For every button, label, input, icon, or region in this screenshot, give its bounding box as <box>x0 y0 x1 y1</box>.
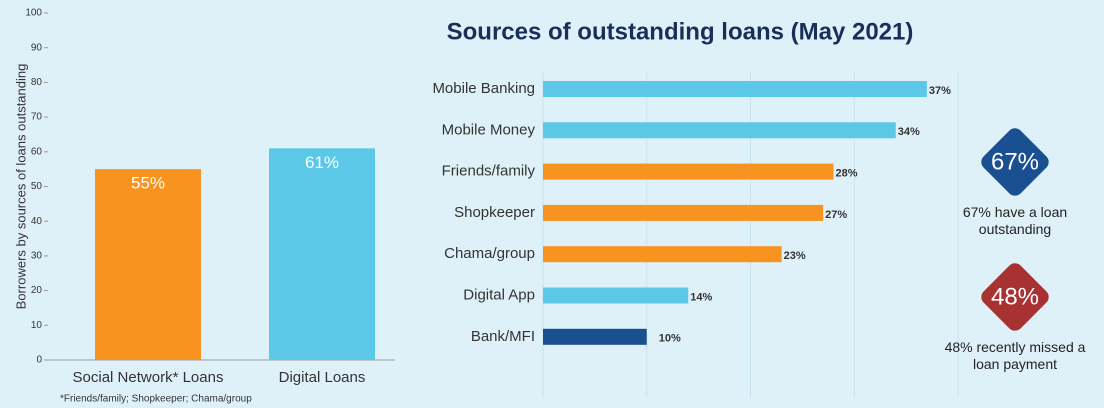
bar <box>543 287 689 304</box>
y-tick-label: 0 <box>36 355 42 366</box>
y-tick-label: 30 <box>31 251 43 262</box>
bar <box>543 163 834 180</box>
bar <box>543 246 782 263</box>
badge-diamond <box>981 263 1049 331</box>
bar <box>95 169 201 360</box>
y-tick-label: 60 <box>31 146 43 157</box>
bar <box>543 328 647 345</box>
value-label: 37% <box>929 85 951 97</box>
y-tick-label: 80 <box>31 77 43 88</box>
y-tick-label: Bank/MFI <box>471 328 535 345</box>
value-label: 27% <box>825 209 847 221</box>
x-tick-label: Digital Loans <box>279 369 366 386</box>
value-label: 61% <box>305 153 339 172</box>
callout-caption: 48% recently missed a loan payment <box>944 339 1086 372</box>
y-tick-label: Digital App <box>463 286 535 303</box>
callout-caption: 67% have a loan outstanding <box>962 204 1068 237</box>
y-tick-label: Friends/family <box>442 163 536 180</box>
badge-text: 48% <box>991 283 1039 310</box>
bar <box>543 81 927 97</box>
x-tick-label: Social Network* Loans <box>73 369 224 386</box>
badge-text: 67% <box>991 148 1039 175</box>
y-tick-label: 10 <box>31 320 43 331</box>
y-tick-label: 50 <box>31 181 43 192</box>
y-tick-label: 70 <box>31 112 43 123</box>
footnote: *Friends/family; Shopkeeper; Chama/group <box>60 394 252 405</box>
y-tick-label: Chama/group <box>444 245 535 262</box>
y-axis-label: Borrowers by sources of loans outstandin… <box>13 64 28 310</box>
value-label: 55% <box>131 174 165 193</box>
value-label: 34% <box>898 126 920 138</box>
badge-diamond <box>981 128 1049 196</box>
value-label: 28% <box>836 168 858 180</box>
y-tick-label: 100 <box>25 8 42 19</box>
bar <box>543 122 896 139</box>
chart-title: Sources of outstanding loans (May 2021) <box>447 18 914 45</box>
value-label: 10% <box>659 333 681 345</box>
bar <box>269 148 375 360</box>
y-tick-label: 90 <box>31 42 43 53</box>
y-tick-label: Mobile Banking <box>432 80 535 97</box>
value-label: 14% <box>690 291 712 303</box>
value-label: 23% <box>784 250 806 262</box>
y-tick-label: Shopkeeper <box>454 204 535 221</box>
y-tick-label: Mobile Money <box>442 121 536 138</box>
bar <box>543 204 824 221</box>
y-tick-label: 20 <box>31 285 43 296</box>
y-tick-label: 40 <box>31 216 43 227</box>
